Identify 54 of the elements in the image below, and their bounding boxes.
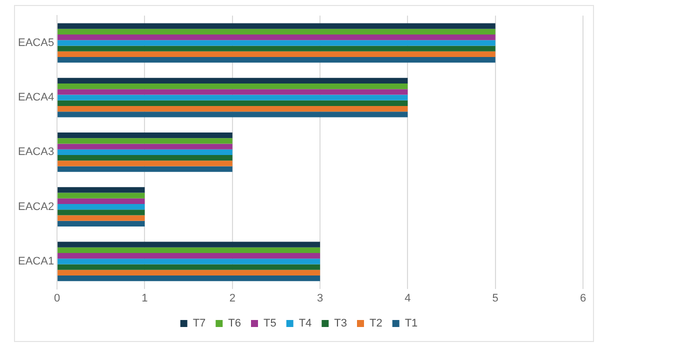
bar bbox=[58, 51, 496, 57]
bar bbox=[58, 112, 408, 118]
bar bbox=[58, 100, 408, 106]
x-tick-label: 1 bbox=[142, 292, 148, 304]
bar bbox=[58, 28, 496, 34]
bar bbox=[58, 192, 145, 198]
y-tick-label: EACA5 bbox=[18, 36, 54, 49]
bar bbox=[58, 144, 232, 150]
legend-label: T4 bbox=[298, 318, 312, 330]
bar bbox=[58, 46, 496, 52]
bar bbox=[58, 132, 232, 138]
y-tick-label: EACA3 bbox=[18, 146, 54, 158]
bar bbox=[58, 56, 496, 63]
legend-label: T5 bbox=[263, 318, 276, 330]
y-tick-label: EACA1 bbox=[18, 256, 54, 268]
bar bbox=[58, 166, 232, 172]
legend-label: T1 bbox=[404, 318, 418, 330]
y-tick-label: EACA4 bbox=[18, 92, 54, 104]
bar bbox=[58, 215, 145, 221]
bar bbox=[58, 204, 145, 210]
bar bbox=[58, 155, 232, 161]
bar bbox=[58, 187, 145, 193]
bar bbox=[58, 198, 145, 204]
bar bbox=[58, 84, 408, 90]
bar bbox=[58, 40, 496, 46]
bar bbox=[58, 106, 408, 112]
bar bbox=[58, 94, 408, 100]
bar bbox=[58, 210, 145, 216]
bar bbox=[58, 160, 232, 166]
legend-label: T3 bbox=[334, 318, 348, 330]
bar bbox=[58, 258, 320, 264]
bar bbox=[58, 253, 320, 259]
x-tick-label: 6 bbox=[580, 292, 586, 304]
bar bbox=[58, 23, 496, 29]
bar bbox=[58, 138, 232, 144]
x-tick-label: 5 bbox=[492, 292, 498, 304]
x-tick-label: 2 bbox=[229, 292, 236, 304]
bar bbox=[58, 78, 408, 84]
bar bbox=[58, 149, 232, 156]
bar bbox=[58, 264, 320, 270]
bar bbox=[58, 247, 320, 254]
bar bbox=[58, 89, 408, 95]
legend-label: T7 bbox=[192, 318, 206, 330]
x-tick-label: 3 bbox=[316, 292, 324, 304]
bar bbox=[58, 242, 320, 248]
x-tick-label: 4 bbox=[404, 292, 411, 304]
bar bbox=[58, 270, 320, 276]
x-tick-label: 0 bbox=[54, 292, 60, 304]
bar bbox=[58, 220, 145, 227]
legend-label: T6 bbox=[228, 318, 241, 330]
bar bbox=[58, 34, 496, 40]
bar bbox=[58, 276, 320, 282]
y-tick-label: EACA2 bbox=[18, 200, 54, 213]
legend-label: T2 bbox=[370, 318, 382, 330]
